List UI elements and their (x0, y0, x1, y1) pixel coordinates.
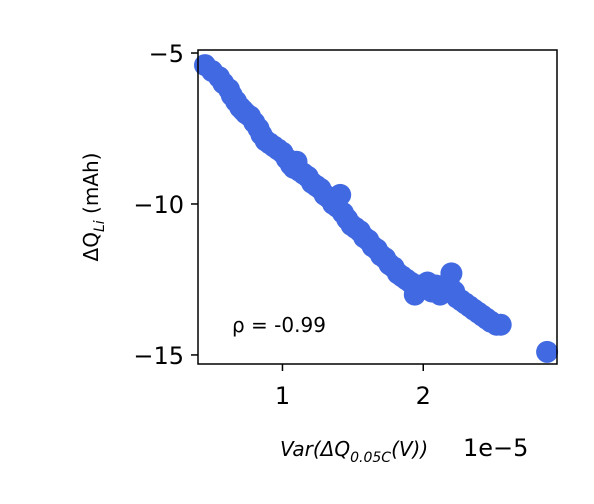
scatter-point (489, 313, 512, 336)
y-tick-label: −10 (133, 191, 184, 219)
correlation-annotation: ρ = -0.99 (232, 313, 326, 337)
y-tick-label: −5 (149, 40, 184, 68)
scatter-point (329, 183, 352, 206)
scatter-points (194, 54, 559, 363)
plot-frame (197, 49, 558, 365)
x-axis-label: Var(ΔQ0.05C(V)) (280, 437, 428, 466)
y-axis-label: ΔQLi (mAh) (79, 153, 108, 262)
x-tick-label: 1 (275, 382, 290, 410)
x-axis-offset-label: 1e−5 (463, 434, 528, 462)
scatter-point (536, 340, 559, 363)
axis-ticks: 1 2 −5 −10 −15 (133, 40, 431, 410)
y-tick-label: −15 (133, 342, 184, 370)
scatter-point (440, 262, 463, 285)
x-tick-label: 2 (416, 382, 431, 410)
